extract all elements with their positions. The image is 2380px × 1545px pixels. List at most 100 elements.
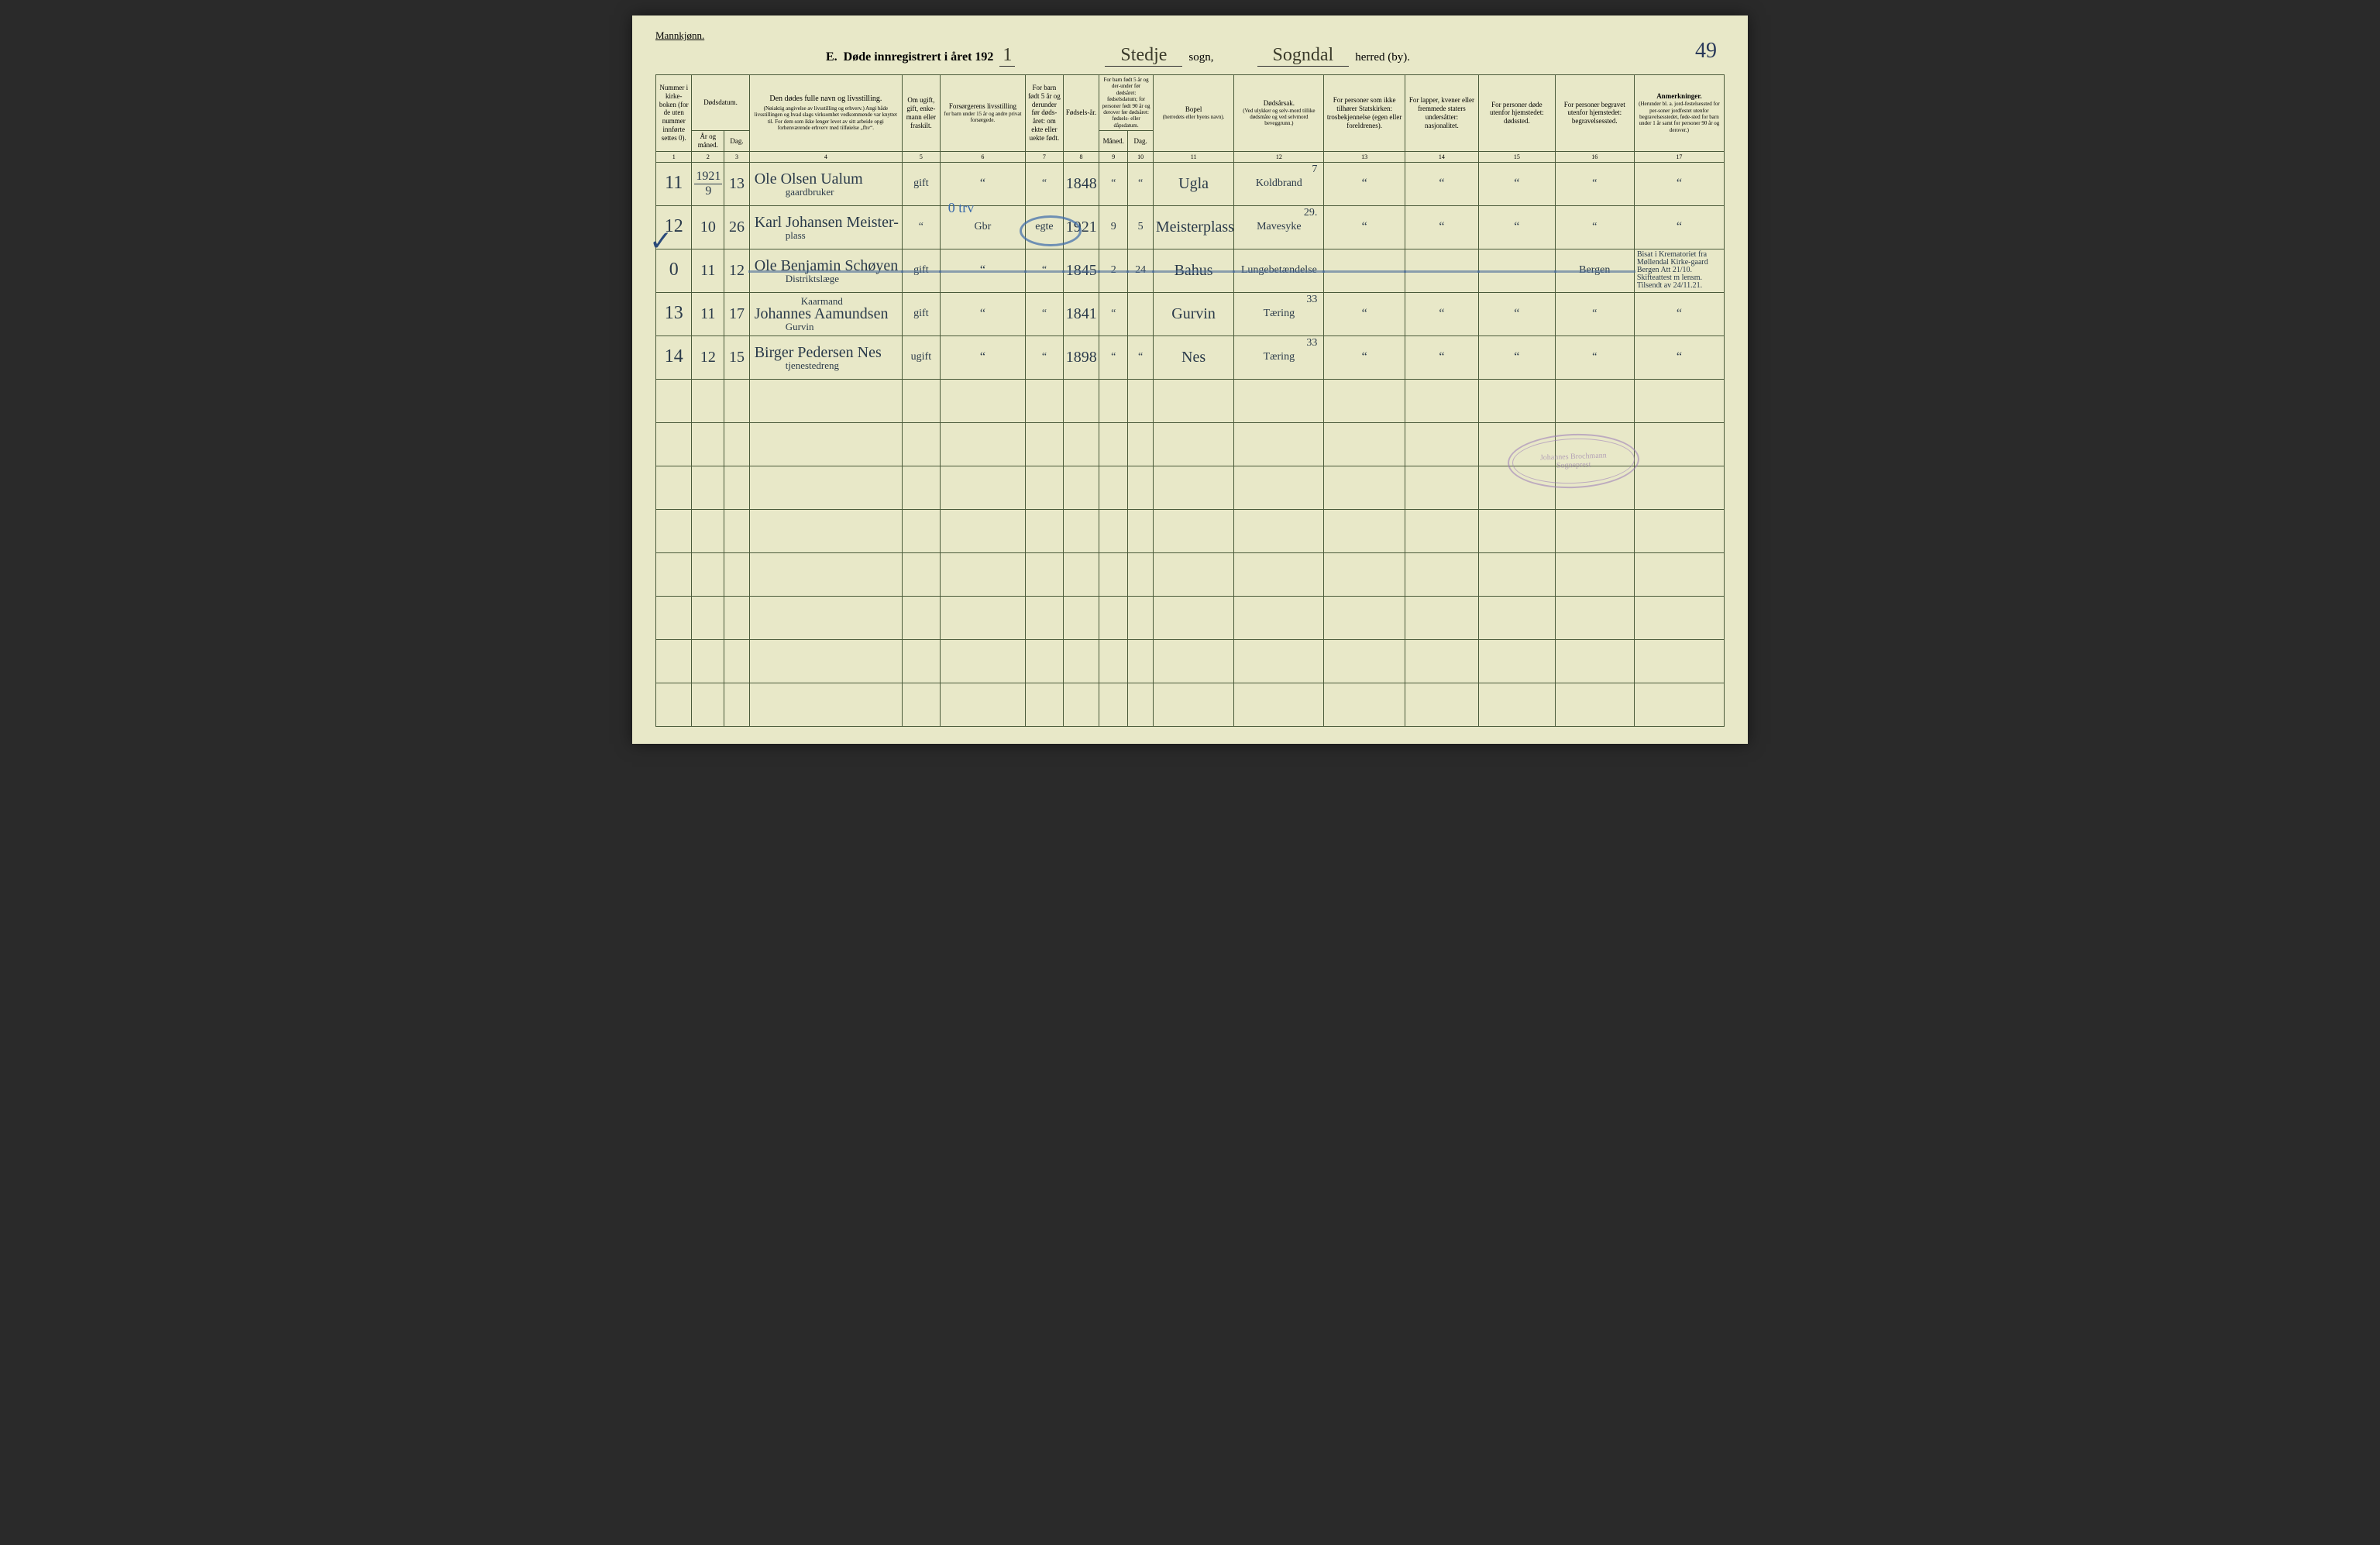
birth-month: “ <box>1111 351 1116 363</box>
col-header: For lapper, kvener eller fremmede stater… <box>1405 75 1478 152</box>
remarks: Bisat i Krematoriet fra Møllendal Kirke-… <box>1634 249 1724 292</box>
death-cause: Koldbrand <box>1256 177 1302 189</box>
table-row: 14 12 15 Birger Pedersen Nestjenestedreng ug… <box>656 335 1725 379</box>
death-month: 10 <box>700 219 716 236</box>
marital-status: gift <box>913 177 928 189</box>
death-day: 26 <box>729 219 745 236</box>
provider: “ <box>940 335 1025 379</box>
col-subheader: Dag. <box>724 131 750 152</box>
provider: “ <box>940 292 1025 335</box>
column-number-row: 1 2 3 4 5 6 7 8 9 10 11 12 13 14 15 16 1… <box>656 151 1725 162</box>
deceased-occupation: gaardbruker <box>755 187 899 197</box>
table-row: 111921913Ole Olsen Ualumgaardbrukergift“… <box>656 162 1725 205</box>
birth-month: “ <box>1111 308 1116 319</box>
death-cause: Tæring <box>1264 308 1295 319</box>
marital-status: gift <box>913 308 928 319</box>
entry-number: 0 <box>669 260 679 280</box>
col-header: Fødsels-år. <box>1063 75 1099 152</box>
entry-number: 12 <box>665 216 683 236</box>
table-row-empty <box>656 509 1725 552</box>
death-cause: Mavesyke <box>1257 221 1302 232</box>
birth-month: 2 <box>1111 264 1116 276</box>
birth-year: 1848 <box>1066 175 1097 192</box>
deceased-occupation: Distriktslæge <box>755 274 899 284</box>
deceased-occupation: plass <box>755 230 899 240</box>
birth-day: 5 <box>1138 221 1144 232</box>
provider: 0 trvGbr <box>940 205 1025 249</box>
residence: Ugla <box>1178 175 1209 192</box>
sogn-value: Stedje <box>1105 45 1182 67</box>
burial-place: “ <box>1592 308 1597 319</box>
death-month: 11 <box>700 262 715 279</box>
col-subheader: Dag. <box>1128 131 1154 152</box>
deceased-occupation: Gurvin <box>755 322 899 332</box>
legitimacy: “ <box>1042 308 1047 319</box>
burial-place: “ <box>1592 221 1597 232</box>
page-header: E. Døde innregistrert i året 1921 Stedje… <box>655 45 1725 67</box>
burial-place: Bergen <box>1579 264 1610 276</box>
register-page: Mannkjønn. E. Døde innregistrert i året … <box>632 15 1748 744</box>
table-row-empty <box>656 552 1725 596</box>
herred-value: Sogndal <box>1257 45 1350 67</box>
page-number: 49 <box>1695 39 1717 64</box>
entry-number: 13 <box>665 303 683 323</box>
col-header: Bopel (herredets eller byens navn). <box>1153 75 1233 152</box>
herred-label: herred (by). <box>1355 51 1410 64</box>
marital-status: gift <box>913 264 928 276</box>
table-row-empty <box>656 379 1725 422</box>
legitimacy: “ <box>1042 264 1047 276</box>
table-row-empty <box>656 596 1725 639</box>
deceased-name: Ole Olsen Ualum <box>755 170 863 188</box>
marital-status: “ <box>919 221 923 232</box>
col-header: Forsørgerens livsstilling for barn under… <box>940 75 1025 152</box>
residence: Meisterplass <box>1156 219 1234 236</box>
marital-status: ugift <box>911 351 931 363</box>
death-month: 12 <box>700 349 716 366</box>
birth-day: “ <box>1138 351 1143 363</box>
residence: Gurvin <box>1171 305 1216 322</box>
table-row-empty <box>656 683 1725 726</box>
deceased-name: Johannes Aamundsen <box>755 305 889 322</box>
table-row: 0 11 12 Ole Benjamin SchøyenDistriktslæge gi… <box>656 249 1725 292</box>
deceased-occupation: tjenestedreng <box>755 360 899 370</box>
death-day: 17 <box>729 305 745 322</box>
gender-label: Mannkjønn. <box>655 29 1725 42</box>
deceased-name: Karl Johansen Meister- <box>755 214 899 231</box>
col-header: For personer døde utenfor hjemstedet: dø… <box>1479 75 1556 152</box>
residence: Bahus <box>1175 262 1213 279</box>
entry-number: 14 <box>665 346 683 366</box>
table-header: Nummer i kirke-boken (for de uten nummer… <box>656 75 1725 163</box>
birth-month: “ <box>1111 177 1116 189</box>
table-row: 12 10 26 Karl Johansen Meister-plass “ 0 trvG… <box>656 205 1725 249</box>
col-subheader: Måned. <box>1099 131 1128 152</box>
year-suffix: 1 <box>999 45 1015 67</box>
birth-day: 24 <box>1135 264 1146 276</box>
col-header: Om ugift, gift, enke-mann eller fraskilt… <box>903 75 941 152</box>
col-header: Den dødes fulle navn og livsstilling. (N… <box>749 75 902 152</box>
legitimacy: “ <box>1042 351 1047 363</box>
burial-place: “ <box>1592 177 1597 189</box>
entry-number: 11 <box>665 173 683 193</box>
death-cause: Tæring <box>1264 351 1295 363</box>
death-month: 11 <box>700 305 715 322</box>
legitimacy: “ <box>1042 177 1047 189</box>
legitimacy: egte <box>1035 221 1053 232</box>
burial-place: “ <box>1592 351 1597 363</box>
col-header: For barn født 5 år og derunder før døds-… <box>1026 75 1064 152</box>
provider: “ <box>940 249 1025 292</box>
death-cause: Lungebetændelse <box>1241 264 1317 276</box>
death-day: 12 <box>729 262 745 279</box>
table-row: 131117KaarmandJohannes AamundsenGurvingi… <box>656 292 1725 335</box>
sogn-label: sogn, <box>1188 51 1213 64</box>
death-year-month: 19219 <box>694 170 722 198</box>
col-header: Dødsårsak. (Ved ulykker og selv-mord til… <box>1234 75 1324 152</box>
deceased-name: Ole Benjamin Schøyen <box>755 257 899 274</box>
death-day: 15 <box>729 349 745 366</box>
birth-year: 1921 <box>1066 219 1097 236</box>
birth-day: “ <box>1138 177 1143 189</box>
col-header: Dødsdatum. <box>692 75 749 131</box>
birth-year: 1841 <box>1066 305 1097 322</box>
deceased-name: Birger Pedersen Nes <box>755 344 882 361</box>
birth-year: 1845 <box>1066 262 1097 279</box>
residence: Nes <box>1181 349 1205 366</box>
